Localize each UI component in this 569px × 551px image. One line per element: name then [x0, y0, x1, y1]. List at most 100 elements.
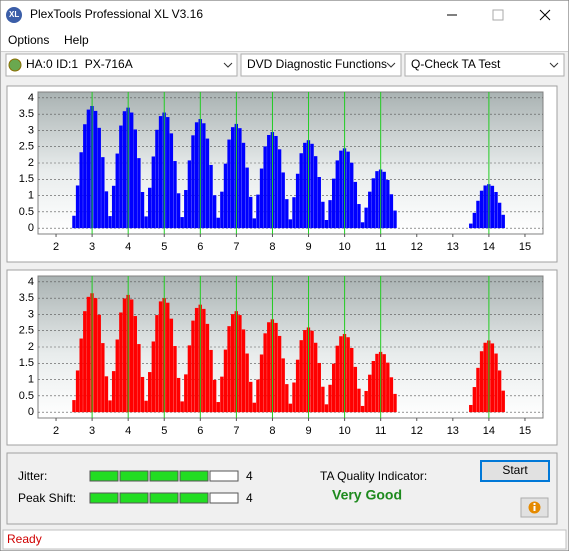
histogram-bar	[111, 185, 116, 229]
histogram-bar	[321, 201, 325, 229]
menu-options[interactable]: Options	[8, 33, 49, 47]
test-combo[interactable]	[404, 53, 565, 77]
histogram-bar	[194, 122, 199, 229]
histogram-bar	[155, 315, 159, 413]
menu-help[interactable]: Help	[64, 33, 89, 47]
histogram-bar	[490, 185, 495, 229]
histogram-bar	[256, 379, 260, 413]
histogram-bar	[350, 162, 354, 229]
y-tick-label: 2	[28, 341, 34, 353]
histogram-bar	[483, 185, 487, 229]
histogram-bar	[310, 330, 314, 413]
function-combo-text: DVD Diagnostic Functions	[247, 57, 387, 71]
drive-combo-text: HA:0 ID:1 PX-716A	[26, 57, 133, 71]
x-tick-label: 2	[53, 241, 59, 253]
histogram-bar	[184, 374, 188, 413]
meter-segment-on	[179, 492, 209, 504]
histogram-bar	[223, 163, 228, 229]
histogram-bar	[245, 353, 249, 413]
histogram-bar	[151, 341, 156, 413]
histogram-bar	[295, 359, 300, 413]
histogram-bar	[331, 178, 336, 229]
x-tick-label: 10	[338, 425, 350, 437]
histogram-bar	[472, 212, 477, 229]
app-icon	[6, 7, 22, 23]
histogram-bar	[184, 190, 188, 229]
meter-segment-off	[209, 492, 239, 504]
status-bar	[2, 529, 567, 550]
x-tick-label: 5	[161, 425, 167, 437]
function-combo[interactable]	[240, 53, 402, 77]
histogram-bar	[285, 199, 289, 229]
histogram-bar	[364, 390, 368, 413]
histogram-bar	[140, 376, 145, 413]
histogram-bar	[353, 366, 358, 413]
histogram-bar	[93, 298, 98, 413]
histogram-bar	[144, 400, 148, 413]
peak-shift-value: 4	[246, 491, 253, 505]
histogram-bar	[205, 323, 210, 413]
histogram-bar	[194, 307, 199, 413]
histogram-bar	[386, 362, 390, 413]
x-tick-label: 2	[53, 425, 59, 437]
histogram-bar	[97, 314, 101, 413]
histogram-bar	[158, 301, 163, 413]
histogram-bar	[238, 315, 242, 413]
x-tick-label: 15	[519, 425, 531, 437]
histogram-bar	[469, 223, 473, 229]
histogram-bar	[133, 316, 137, 413]
histogram-bar	[324, 219, 329, 229]
histogram-bar	[216, 217, 220, 229]
histogram-bar	[382, 354, 386, 413]
jitter-label: Jitter:	[18, 469, 47, 483]
histogram-bar	[133, 129, 137, 229]
histogram-bar	[339, 336, 343, 413]
histogram-bar	[472, 387, 477, 413]
histogram-bar	[476, 367, 480, 413]
histogram-bar	[310, 143, 314, 229]
histogram-bar	[238, 128, 242, 229]
x-tick-label: 3	[89, 241, 95, 253]
histogram-bar	[281, 172, 285, 229]
y-tick-label: 2.5	[19, 141, 34, 153]
histogram-bar	[371, 178, 376, 229]
drive-combo[interactable]	[5, 53, 238, 77]
close-button[interactable]	[539, 9, 551, 21]
histogram-bar	[83, 311, 87, 413]
x-tick-label: 8	[269, 241, 275, 253]
histogram-bar	[263, 146, 267, 229]
histogram-bar	[371, 361, 376, 413]
jitter-value: 4	[246, 469, 253, 483]
menu-bar	[1, 30, 568, 51]
x-tick-label: 8	[269, 425, 275, 437]
histogram-bar	[227, 326, 231, 413]
meter-segment-on	[119, 492, 149, 504]
histogram-bar	[288, 219, 293, 229]
histogram-bar	[191, 320, 195, 413]
start-button[interactable]	[480, 460, 550, 482]
y-tick-label: 1.5	[19, 173, 34, 185]
histogram-bar	[230, 127, 235, 229]
x-tick-label: 4	[125, 425, 131, 437]
y-tick-label: 3.5	[19, 108, 34, 120]
histogram-bar	[259, 354, 264, 413]
histogram-bar	[497, 202, 502, 229]
x-tick-label: 12	[411, 241, 423, 253]
y-tick-label: 0	[28, 222, 34, 234]
histogram-bar	[86, 109, 91, 229]
histogram-bar	[263, 333, 267, 413]
histogram-bar	[317, 362, 321, 413]
histogram-bar	[357, 204, 361, 229]
histogram-bar	[187, 160, 192, 229]
histogram-bar	[212, 379, 217, 413]
histogram-bar	[368, 191, 372, 229]
drive-icon	[8, 58, 22, 72]
maximize-button[interactable]	[492, 9, 504, 21]
histogram-bar	[241, 142, 246, 229]
x-tick-label: 10	[338, 241, 350, 253]
histogram-bar	[148, 372, 152, 413]
x-tick-label: 9	[305, 425, 311, 437]
histogram-bar	[79, 338, 83, 413]
meter-segment-on	[119, 470, 149, 482]
histogram-bar	[119, 125, 123, 229]
